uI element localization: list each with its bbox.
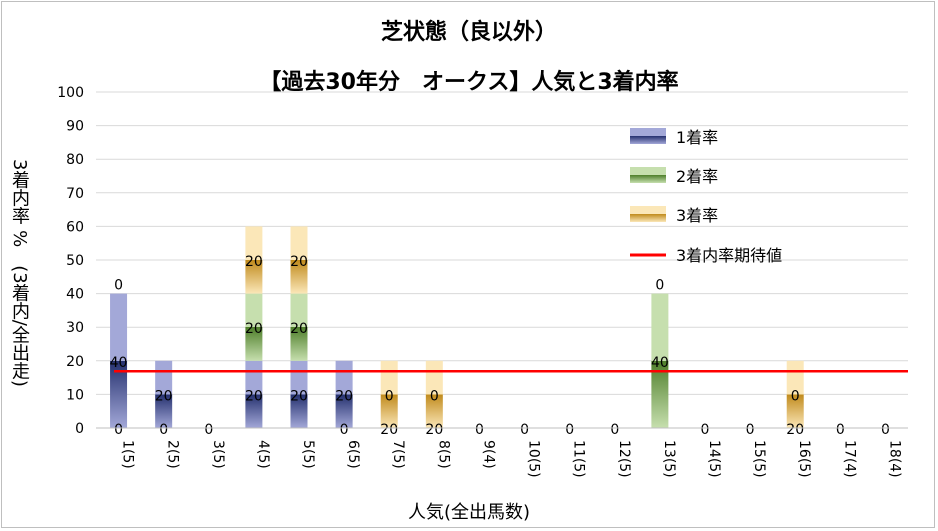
y-tick-label: 70: [66, 186, 84, 202]
x-tick-label: 18(4): [886, 440, 902, 478]
x-tick-label: 3(5): [210, 440, 226, 469]
chart-title: 芝状態（良以外）: [380, 20, 557, 45]
x-tick-label: 16(5): [796, 440, 812, 478]
bar-3-7: [380, 360, 398, 428]
bar-2-4: [245, 293, 263, 361]
bar-3-5: [290, 226, 308, 294]
bar-2-13: [651, 293, 669, 428]
bar-1-4: [245, 360, 263, 428]
data-label: 20: [245, 321, 263, 337]
y-tick-label: 50: [66, 253, 84, 269]
data-label: 0: [610, 422, 619, 438]
data-label: 0: [475, 422, 484, 438]
data-label: 20: [335, 388, 353, 404]
data-label: 20: [290, 254, 308, 270]
y-tick-label: 100: [57, 85, 84, 101]
bar-1-1: [110, 293, 128, 428]
x-tick-label: 17(4): [841, 440, 857, 478]
x-axis-title: 人気(全出馬数): [407, 502, 531, 523]
x-tick-label: 6(5): [345, 440, 361, 469]
y-tick-label: 80: [66, 152, 84, 168]
x-tick-label: 2(5): [165, 440, 181, 469]
data-label: 0: [114, 278, 123, 294]
data-label: 40: [651, 355, 669, 371]
y-tick-label: 20: [66, 354, 84, 370]
data-label: 0: [114, 422, 123, 438]
data-label: 20: [290, 321, 308, 337]
bar-3-8: [425, 360, 443, 428]
y-axis-title: 3着内率 % (3着内/全出走): [9, 159, 30, 387]
data-label: 20: [425, 422, 443, 438]
x-tick-label: 15(5): [751, 440, 767, 478]
data-label: 0: [520, 422, 529, 438]
y-tick-label: 90: [66, 119, 84, 135]
x-tick-label: 5(5): [300, 440, 316, 469]
x-tick-label: 12(5): [616, 440, 632, 478]
y-tick-label: 30: [66, 320, 84, 336]
x-tick-label: 11(5): [571, 440, 587, 478]
data-label: 20: [786, 422, 804, 438]
data-label: 0: [430, 388, 439, 404]
x-tick-label: 7(5): [390, 440, 406, 469]
bar-2-5: [290, 293, 308, 361]
x-tick-label: 9(4): [480, 440, 496, 469]
legend-label: 3着内率期待値: [676, 246, 782, 265]
bar-1-6: [335, 360, 353, 428]
legend-label: 3着率: [676, 206, 718, 225]
y-tick-label: 0: [75, 421, 84, 437]
data-label: 20: [155, 388, 173, 404]
bar-1-2: [155, 360, 173, 428]
data-label: 20: [245, 388, 263, 404]
x-tick-label: 14(5): [706, 440, 722, 478]
legend-label: 2着率: [676, 167, 718, 186]
data-label: 0: [159, 422, 168, 438]
data-label: 0: [746, 422, 755, 438]
data-label: 0: [340, 422, 349, 438]
data-label: 20: [380, 422, 398, 438]
data-label: 0: [791, 388, 800, 404]
chart-subtitle: 【過去30年分 オークス】人気と3着内率: [259, 70, 679, 95]
data-label: 0: [565, 422, 574, 438]
data-label: 20: [245, 254, 263, 270]
legend-swatch-2: [630, 167, 666, 183]
y-tick-label: 60: [66, 219, 84, 235]
data-label: 40: [110, 355, 128, 371]
x-tick-label: 13(5): [661, 440, 677, 478]
y-tick-label: 40: [66, 287, 84, 303]
data-label: 0: [881, 422, 890, 438]
data-label: 0: [701, 422, 710, 438]
legend-label: 1着率: [676, 128, 718, 147]
data-label: 0: [836, 422, 845, 438]
data-label: 20: [290, 388, 308, 404]
data-label: 0: [385, 388, 394, 404]
bar-1-5: [290, 360, 308, 428]
y-tick-label: 10: [66, 387, 84, 403]
data-label: 0: [204, 422, 213, 438]
x-tick-label: 8(5): [435, 440, 451, 469]
x-tick-label: 1(5): [120, 440, 136, 469]
data-label: 0: [655, 278, 664, 294]
bar-3-16: [786, 360, 804, 428]
bar-3-4: [245, 226, 263, 294]
x-tick-label: 4(5): [255, 440, 271, 469]
legend-swatch-3: [630, 206, 666, 222]
legend-swatch-1: [630, 128, 666, 144]
x-tick-label: 10(5): [526, 440, 542, 478]
